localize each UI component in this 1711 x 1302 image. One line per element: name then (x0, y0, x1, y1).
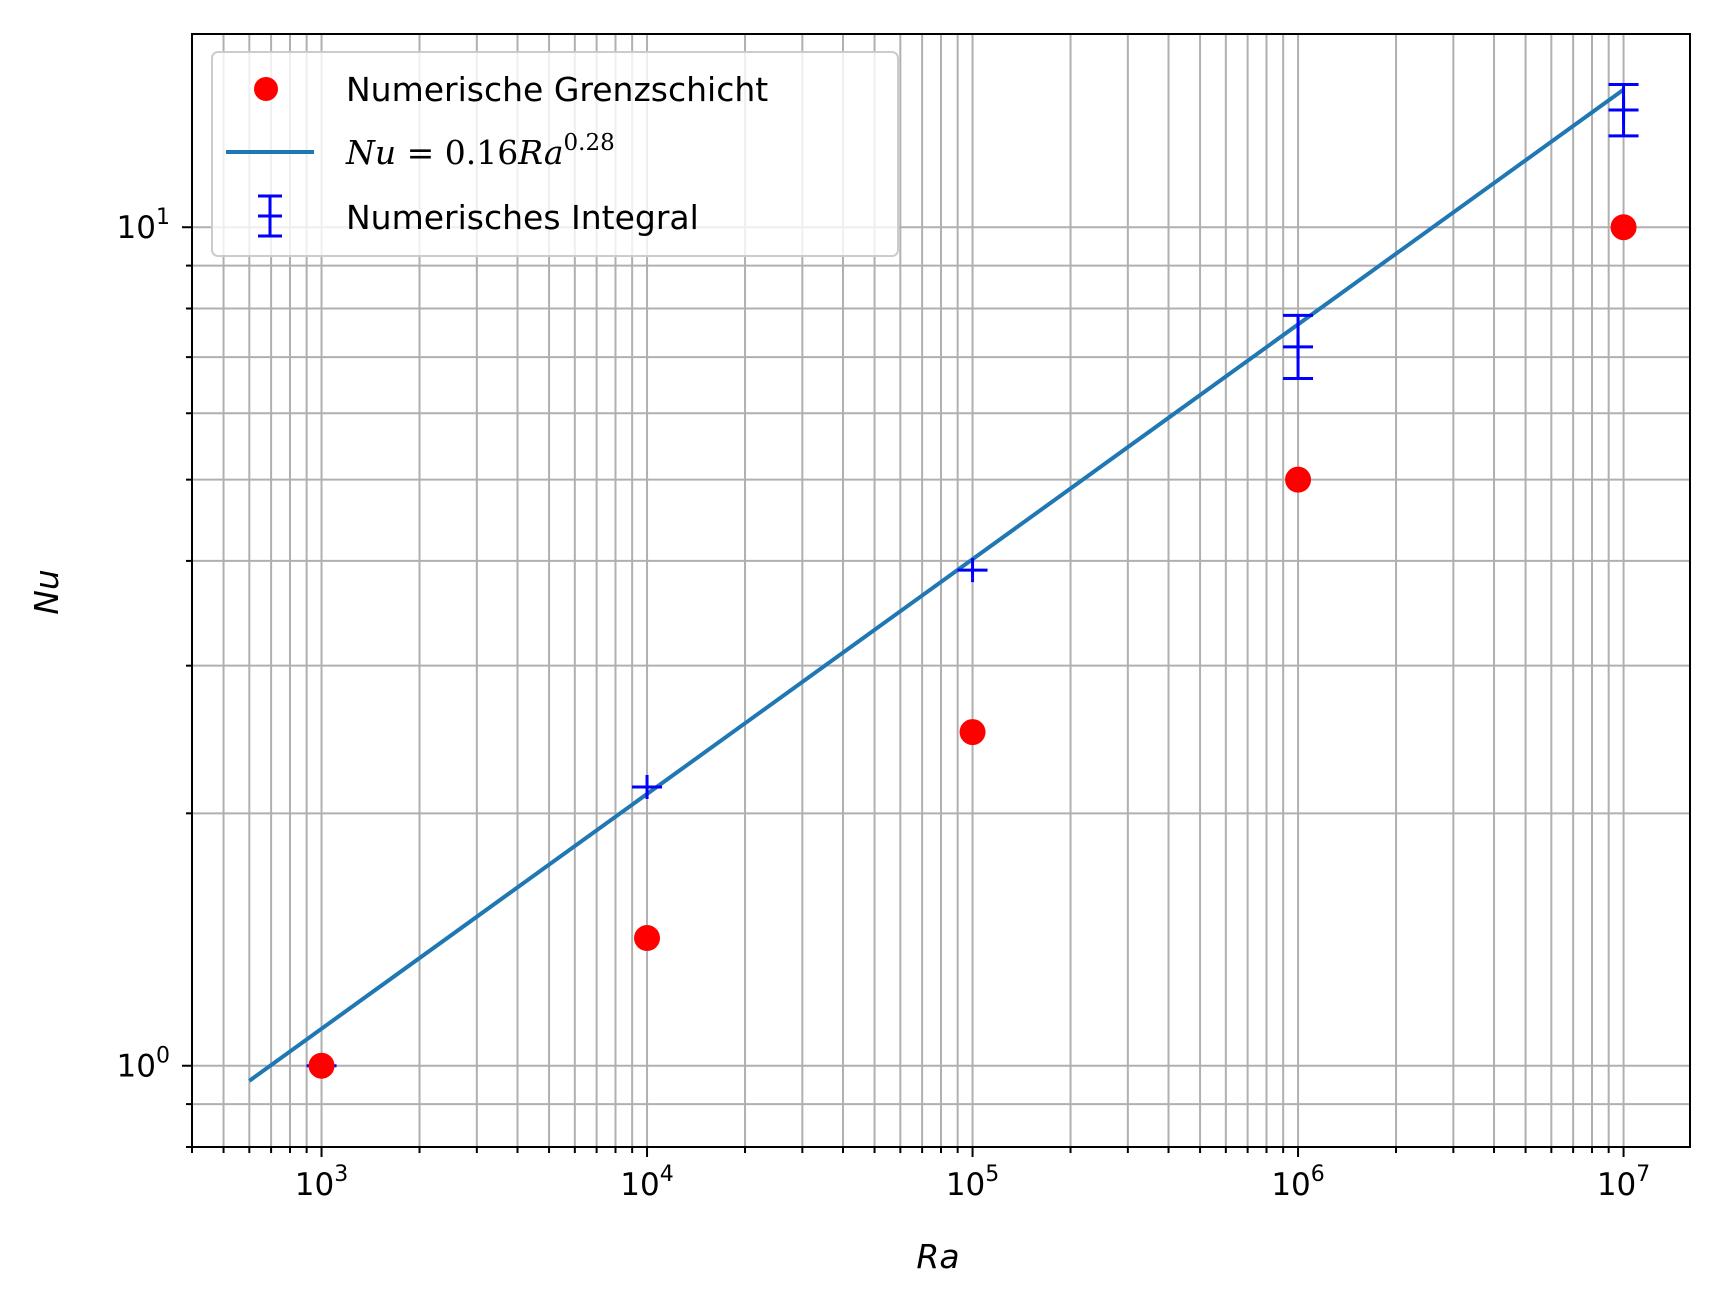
x-tick-label: 104 (620, 1162, 673, 1203)
legend-fit-eq: = 0.16 (396, 133, 518, 172)
legend-label-boundary-layer: Numerische Grenzschicht (346, 70, 768, 109)
legend-fit-exp: 0.28 (564, 130, 615, 156)
x-tick-label: 107 (1597, 1162, 1650, 1203)
legend-fit-var: Ra (517, 133, 563, 172)
legend-box (211, 51, 899, 257)
x-tick-label: 106 (1271, 1162, 1324, 1203)
boundary-layer-point (959, 719, 986, 746)
tick-labels: 103 104 105 106 107 100 101 (117, 205, 1651, 1203)
y-tick-label: 101 (117, 205, 170, 246)
boundary-layer-series (308, 214, 1637, 1079)
errorbar-point (1283, 313, 1314, 381)
legend-marker-circle (254, 77, 278, 101)
legend-label-fit: Nu = 0.16Ra0.28 (345, 130, 615, 172)
x-axis-title: Ra (916, 1237, 959, 1276)
x-tick-label: 105 (946, 1162, 999, 1203)
axis-ticks (182, 226, 1625, 1157)
boundary-layer-point (1610, 214, 1637, 241)
fit-line (248, 87, 1625, 1083)
legend: Numerische Grenzschicht Nu = 0.16Ra0.28 … (211, 51, 899, 257)
x-tick-label: 103 (295, 1162, 348, 1203)
y-tick-label: 100 (117, 1044, 170, 1085)
errorbar-point (632, 774, 663, 799)
boundary-layer-point (634, 925, 661, 952)
y-axis-title: Nu (27, 569, 66, 615)
boundary-layer-point (308, 1052, 335, 1079)
legend-label-integral: Numerisches Integral (346, 198, 699, 237)
errorbar-point (1608, 82, 1639, 138)
errorbar-point (957, 558, 988, 583)
legend-marker-errorbar (258, 194, 282, 238)
boundary-layer-point (1285, 466, 1312, 493)
legend-fit-lhs: Nu (345, 133, 396, 172)
fit-line-series (248, 87, 1625, 1083)
